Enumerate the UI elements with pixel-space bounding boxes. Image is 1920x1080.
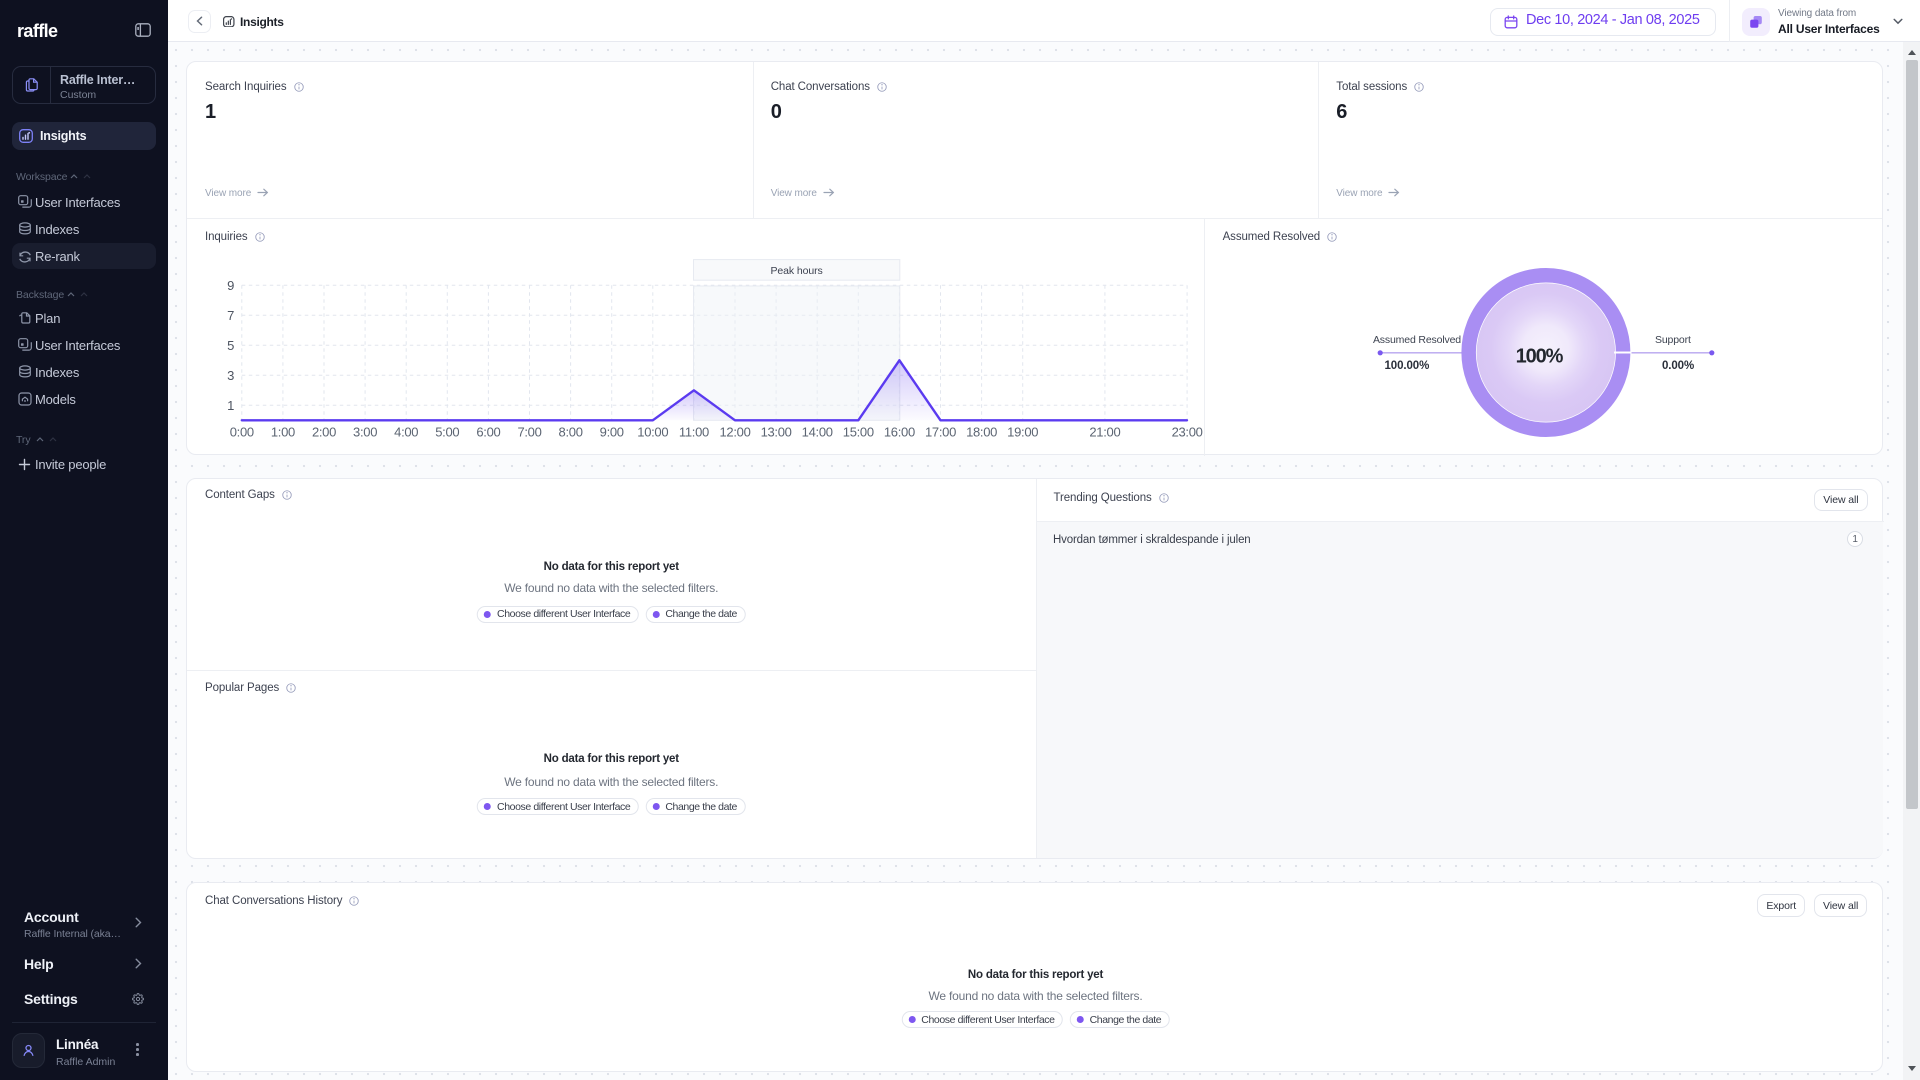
svg-text:3: 3: [227, 368, 234, 383]
svg-text:14:00: 14:00: [802, 425, 833, 440]
svg-text:10:00: 10:00: [637, 425, 668, 440]
svg-text:12:00: 12:00: [719, 425, 750, 440]
svg-text:7:00: 7:00: [517, 425, 541, 440]
svg-text:0:00: 0:00: [230, 425, 254, 440]
svg-text:9:00: 9:00: [600, 425, 624, 440]
svg-text:7: 7: [227, 308, 234, 323]
svg-text:2:00: 2:00: [312, 425, 336, 440]
svg-text:8:00: 8:00: [559, 425, 583, 440]
svg-text:21:00: 21:00: [1089, 425, 1120, 440]
svg-text:13:00: 13:00: [761, 425, 792, 440]
svg-text:23:00: 23:00: [1172, 425, 1203, 440]
svg-text:18:00: 18:00: [966, 425, 997, 440]
svg-text:9: 9: [227, 278, 234, 293]
svg-text:19:00: 19:00: [1007, 425, 1038, 440]
svg-text:11:00: 11:00: [679, 425, 709, 440]
svg-text:3:00: 3:00: [353, 425, 377, 440]
svg-text:5: 5: [227, 338, 234, 353]
svg-text:16:00: 16:00: [884, 425, 915, 440]
svg-text:15:00: 15:00: [843, 425, 874, 440]
svg-text:Peak hours: Peak hours: [771, 265, 823, 277]
svg-text:5:00: 5:00: [435, 425, 459, 440]
svg-text:1:00: 1:00: [271, 425, 295, 440]
svg-text:6:00: 6:00: [476, 425, 500, 440]
svg-text:17:00: 17:00: [925, 425, 956, 440]
svg-text:4:00: 4:00: [394, 425, 418, 440]
svg-text:1: 1: [227, 398, 234, 413]
